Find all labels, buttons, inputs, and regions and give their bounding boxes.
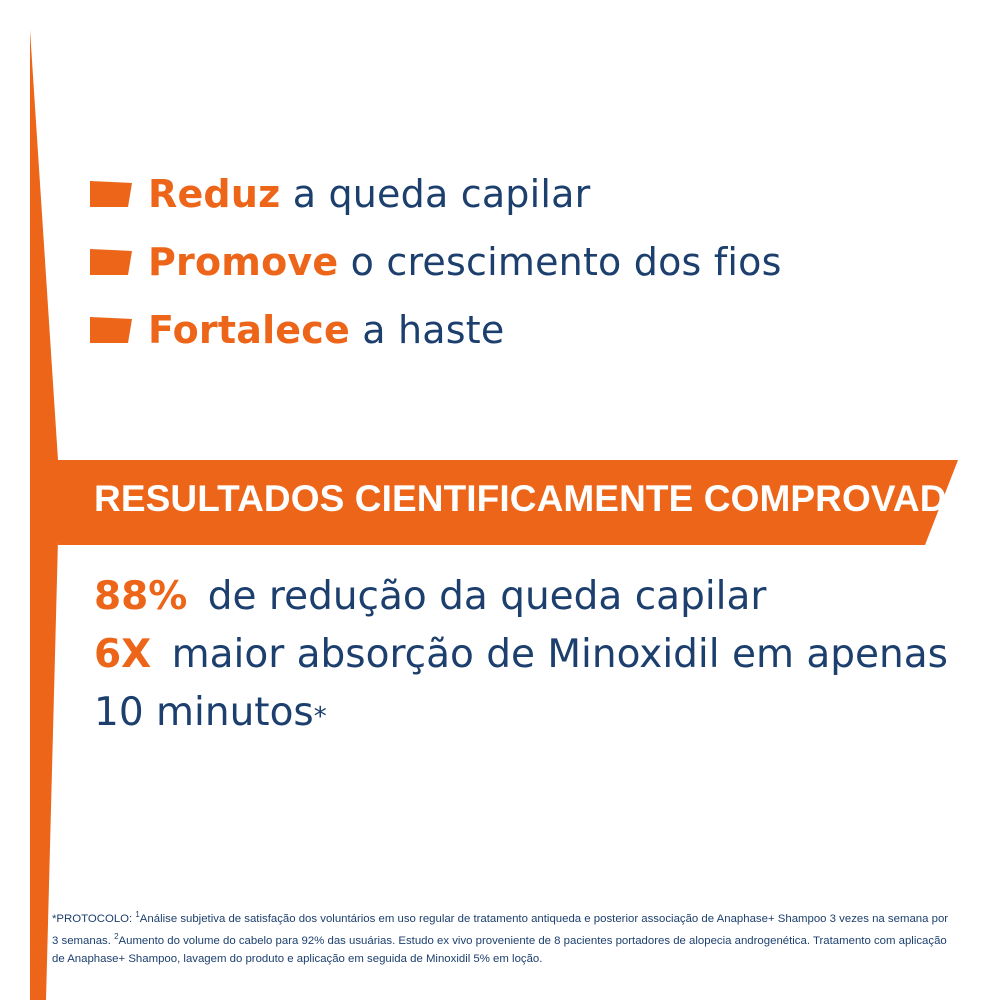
footnote-ref-1: 1 [135,910,140,919]
benefit-highlight: Reduz [148,172,281,216]
result-highlight: 88% [94,574,188,619]
orange-bullet-icon [90,179,132,209]
benefit-text: Reduz a queda capilar [148,172,590,216]
result-description: maior absorção de Minoxidil em apenas 10… [94,632,948,735]
benefit-item: Fortalece a haste [90,296,782,364]
benefit-item: Promove o crescimento dos fios [90,228,782,296]
result-item: 88% de redução da queda capilar [94,568,964,626]
footnote-prefix: *PROTOCOLO: [52,912,136,925]
benefit-item: Reduz a queda capilar [90,160,782,228]
result-highlight: 6X [94,632,152,677]
results-block: 88% de redução da queda capilar 6X maior… [94,568,964,746]
benefit-description: o crescimento dos fios [350,240,782,284]
asterisk-mark: * [313,702,327,732]
orange-bullet-icon [90,315,132,345]
left-orange-blade [30,30,58,1000]
benefit-text: Fortalece a haste [148,308,504,352]
banner-title: RESULTADOS CIENTIFICAMENTE COMPROVADOS [94,478,1000,519]
footnote-ref-2: 2 [114,931,119,941]
footnote-part-1: Análise subjetiva de satisfação dos volu… [52,912,949,947]
benefit-highlight: Promove [148,240,339,284]
benefits-list: Reduz a queda capilar Promove o crescime… [90,160,782,364]
footnote: *PROTOCOLO: 1Análise subjetiva de satisf… [52,906,952,968]
footnote-part-2: Aumento do volume do cabelo para 92% das… [52,934,947,965]
results-banner [58,460,958,545]
orange-bullet-icon [90,247,132,277]
benefit-description: a queda capilar [292,172,591,216]
benefit-highlight: Fortalece [148,308,350,352]
result-description: de redução da queda capilar [207,574,767,619]
result-item: 6X maior absorção de Minoxidil em apenas… [94,626,964,746]
benefit-text: Promove o crescimento dos fios [148,240,782,284]
benefit-description: a haste [362,308,505,352]
